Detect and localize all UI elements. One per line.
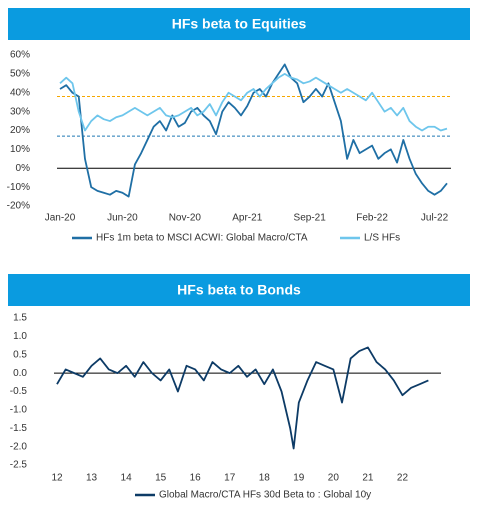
y-tick-label: -1.5	[10, 423, 28, 434]
chart-title: HFs beta to Equities	[172, 16, 307, 32]
x-tick-label: 16	[190, 473, 202, 484]
y-tick-label: 0.0	[13, 368, 27, 379]
y-tick-label: 30%	[10, 106, 30, 117]
y-tick-label: -10%	[7, 182, 30, 193]
y-tick-label: -2.0	[10, 441, 28, 452]
x-tick-label: 12	[51, 473, 63, 484]
x-tick-label: 20	[328, 473, 340, 484]
x-tick-label: 17	[224, 473, 236, 484]
x-tick-label: 22	[397, 473, 409, 484]
y-tick-label: -0.5	[10, 386, 28, 397]
y-tick-label: -1.0	[10, 405, 28, 416]
y-tick-label: 40%	[10, 87, 30, 98]
chart-title: HFs beta to Bonds	[177, 282, 301, 298]
y-tick-label: -20%	[7, 201, 30, 212]
x-tick-label: 13	[86, 473, 98, 484]
x-tick-label: Jun-20	[107, 213, 138, 224]
y-tick-label: 0.5	[13, 349, 27, 360]
header-bar	[8, 8, 470, 40]
series-line	[56, 346, 429, 450]
x-tick-label: Jul-22	[421, 213, 449, 224]
x-tick-label: Sep-21	[294, 213, 327, 224]
y-tick-label: 10%	[10, 144, 30, 155]
y-tick-label: -2.5	[10, 460, 28, 471]
x-tick-label: 19	[293, 473, 305, 484]
x-tick-label: 15	[155, 473, 167, 484]
series-line	[59, 72, 448, 132]
x-tick-label: Jan-20	[45, 213, 76, 224]
legend-label: HFs 1m beta to MSCI ACWI: Global Macro/C…	[96, 233, 308, 244]
y-tick-label: 1.5	[13, 313, 27, 324]
x-tick-label: 18	[259, 473, 271, 484]
y-tick-label: 20%	[10, 125, 30, 136]
x-tick-label: 14	[121, 473, 133, 484]
y-tick-label: 60%	[10, 50, 30, 61]
legend-label: Global Macro/CTA HFs 30d Beta to : Globa…	[159, 490, 371, 501]
y-tick-label: 1.0	[13, 331, 27, 342]
x-tick-label: Apr-21	[232, 213, 262, 224]
legend-label: L/S HFs	[364, 233, 400, 244]
x-tick-label: 21	[362, 473, 374, 484]
x-tick-label: Nov-20	[169, 213, 202, 224]
y-tick-label: 50%	[10, 69, 30, 80]
y-tick-label: 0%	[16, 163, 31, 174]
header-bar	[8, 274, 470, 306]
x-tick-label: Feb-22	[356, 213, 388, 224]
series-line	[59, 63, 448, 198]
